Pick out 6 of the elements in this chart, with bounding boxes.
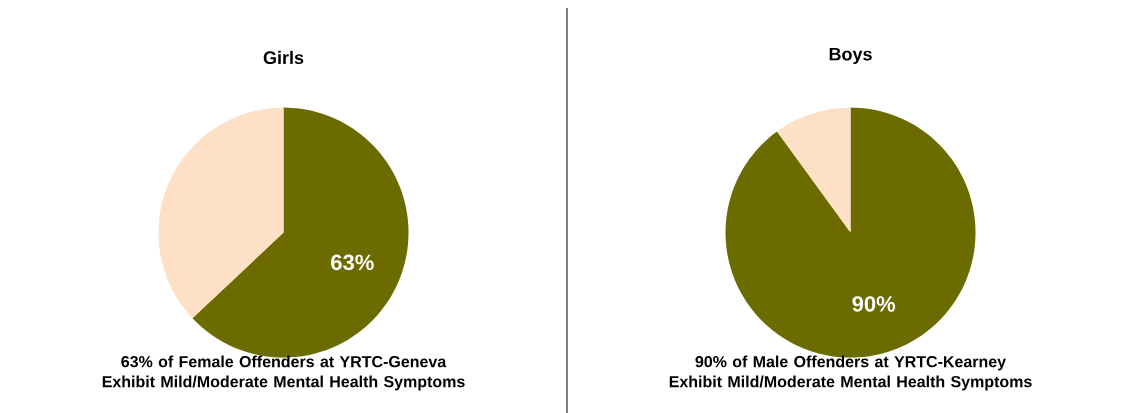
chart-title: Girls xyxy=(263,50,304,65)
text: 63% of Female Offenders at YRTC-Geneva Exhibit Mild/Moderate Mental Health Symptoms xyxy=(102,355,465,391)
data-label: 90% xyxy=(852,296,896,312)
chart-title: Boys xyxy=(829,47,872,65)
data-label: 63% xyxy=(331,254,374,271)
text: 90% of Male Offenders at YRTC-Kearney Exhibit Mild/Moderate Mental Health Symptoms xyxy=(669,355,1032,391)
